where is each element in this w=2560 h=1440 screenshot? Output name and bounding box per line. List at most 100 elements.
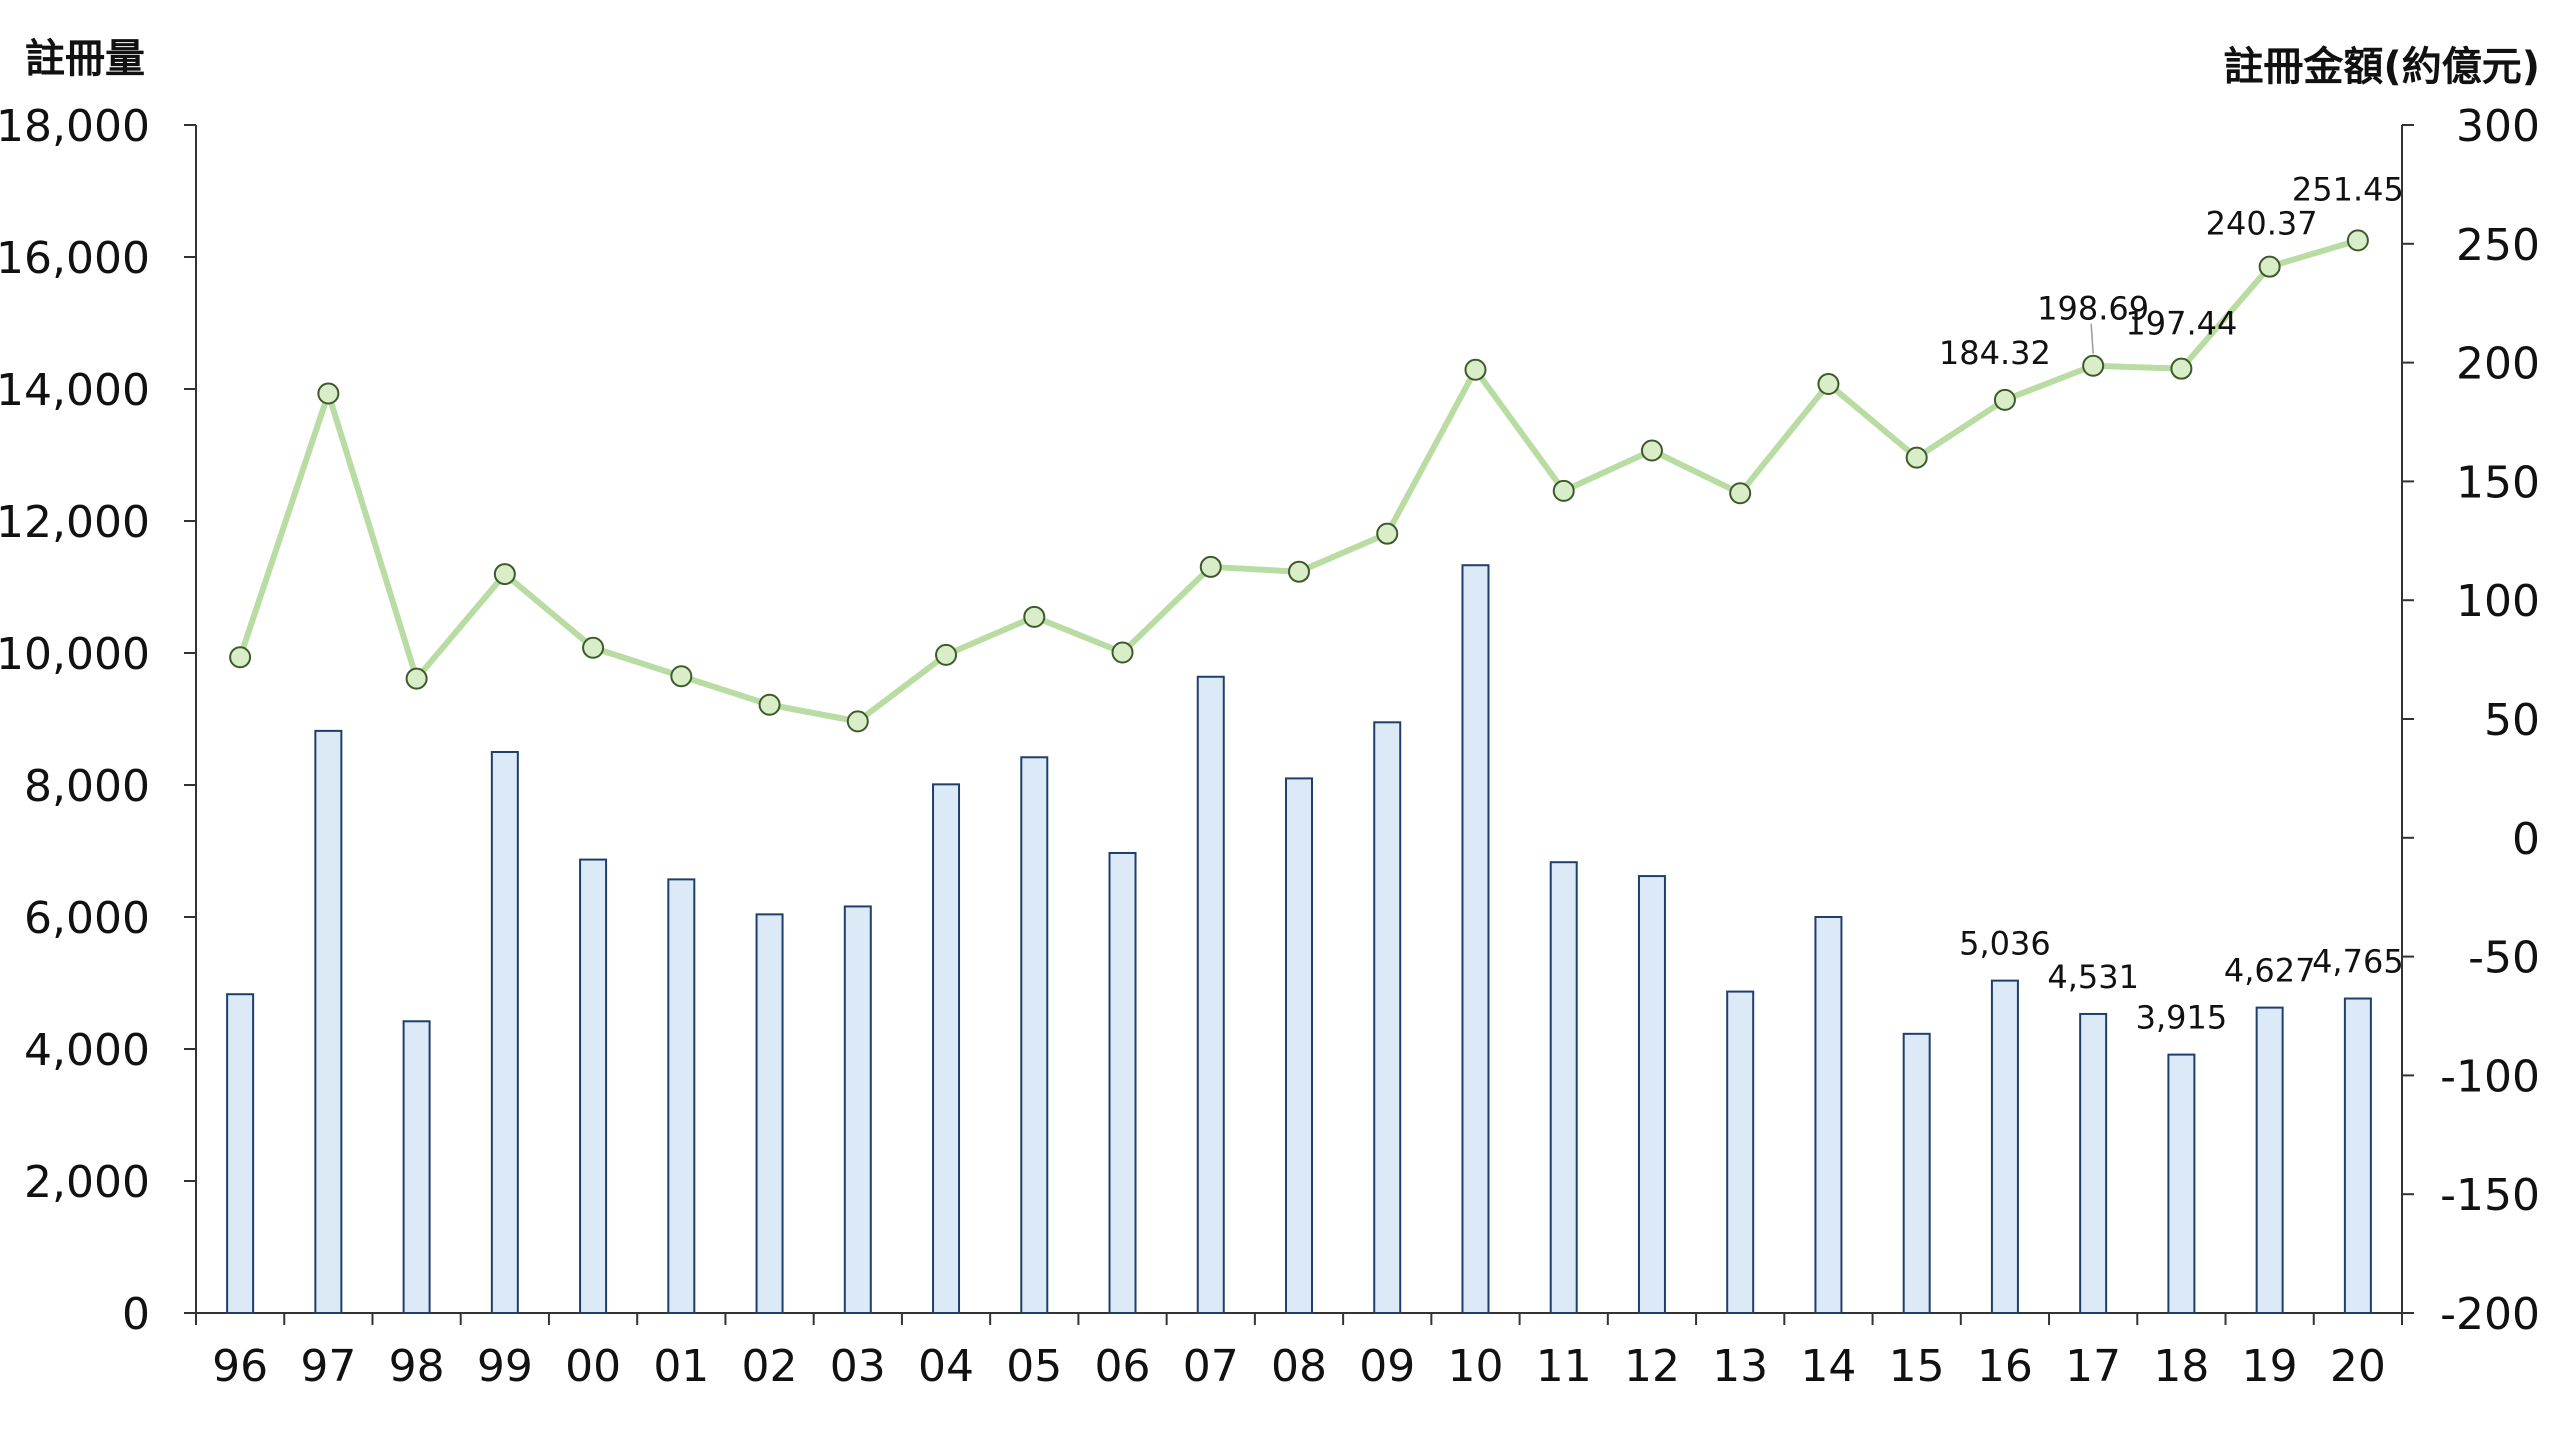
bar-series	[226, 564, 2372, 1315]
x-tick-label: 10	[1447, 1341, 1503, 1392]
bar-98	[402, 1020, 431, 1315]
line-series	[229, 229, 2369, 733]
bar-12	[1637, 875, 1666, 1315]
bar-97	[314, 729, 343, 1314]
line-point-18	[2170, 357, 2193, 380]
line-point-97	[317, 382, 340, 405]
left-tick-label: 4,000	[24, 1025, 150, 1076]
right-tick-label: 0	[2512, 814, 2540, 865]
x-tick-label: 01	[653, 1341, 709, 1392]
left-tick-label: 12,000	[0, 497, 150, 548]
right-tick-label: 100	[2456, 576, 2540, 627]
x-tick-label: 11	[1536, 1341, 1592, 1392]
left-axis-title: 註冊量	[25, 36, 145, 82]
right-tick-label: -100	[2440, 1051, 2540, 1102]
line-point-07	[1199, 555, 1222, 578]
line-point-13	[1729, 482, 1752, 505]
x-tick-label: 02	[742, 1341, 798, 1392]
bar-99	[490, 751, 519, 1314]
left-tick-label: 18,000	[0, 101, 150, 152]
bar-17	[2079, 1012, 2108, 1314]
x-tick-label: 13	[1712, 1341, 1768, 1392]
axes: 0 2,000 4,000 6,000 8,000 10,000 12,000 14,000 1…	[0, 101, 2540, 1392]
bar-05	[1020, 756, 1049, 1314]
line-value-label: 198.69	[2037, 290, 2149, 328]
bar-10	[1461, 564, 1490, 1314]
right-tick-label: 150	[2456, 457, 2540, 508]
x-tick-label: 03	[830, 1341, 886, 1392]
left-tick-label: 14,000	[0, 365, 150, 416]
left-tick-label: 0	[122, 1289, 150, 1340]
bar-09	[1373, 721, 1402, 1314]
x-tick-label: 16	[1977, 1341, 2033, 1392]
x-tick-label: 00	[565, 1341, 621, 1392]
x-tick-label: 09	[1359, 1341, 1415, 1392]
x-tick-label: 04	[918, 1341, 974, 1392]
left-tick-label: 6,000	[24, 893, 150, 944]
x-tick-label: 97	[300, 1341, 356, 1392]
line-point-09	[1376, 522, 1399, 545]
bar-value-label: 3,915	[2136, 999, 2228, 1037]
line-value-label: 251.45	[2292, 170, 2404, 208]
line-point-99	[493, 563, 516, 586]
bar-07	[1196, 675, 1225, 1314]
x-tick-label: 12	[1624, 1341, 1680, 1392]
bar-04	[932, 783, 961, 1314]
bar-value-label: 5,036	[1959, 925, 2051, 963]
right-tick-label: -200	[2440, 1289, 2540, 1340]
line-point-17	[2082, 354, 2105, 377]
x-tick-label: 17	[2065, 1341, 2121, 1392]
x-tick-label: 06	[1095, 1341, 1151, 1392]
right-tick-label: 250	[2456, 220, 2540, 271]
line-point-12	[1640, 439, 1663, 462]
line-point-11	[1552, 479, 1575, 502]
right-axis-title: 註冊金額(約億元)	[2223, 44, 2540, 90]
x-tick-label: 05	[1006, 1341, 1062, 1392]
line-point-20	[2346, 229, 2369, 252]
bar-13	[1726, 990, 1755, 1315]
bar-15	[1902, 1032, 1931, 1314]
right-tick-label: -50	[2468, 933, 2540, 984]
x-tick-label: 14	[1800, 1341, 1856, 1392]
x-tick-label: 08	[1271, 1341, 1327, 1392]
bar-19	[2255, 1006, 2284, 1314]
line-point-00	[582, 636, 605, 659]
line-point-08	[1288, 560, 1310, 583]
right-tick-label: 200	[2456, 339, 2540, 390]
line-point-19	[2258, 255, 2281, 278]
x-tick-label: 19	[2242, 1341, 2298, 1392]
left-tick-label: 10,000	[0, 629, 150, 680]
left-tick-label: 8,000	[24, 761, 150, 812]
line-point-15	[1905, 446, 1928, 469]
line-point-14	[1817, 372, 1840, 395]
right-tick-label: 300	[2456, 101, 2540, 152]
right-tick-label: 50	[2484, 695, 2540, 746]
bar-02	[755, 913, 784, 1314]
line-point-03	[846, 710, 869, 733]
bar-96	[226, 993, 255, 1314]
bar-14	[1814, 916, 1843, 1314]
bar-00	[579, 858, 608, 1315]
line-point-98	[405, 667, 428, 690]
bar-value-label: 4,765	[2312, 943, 2404, 981]
line-value-label: 197.44	[2125, 305, 2237, 343]
x-tick-label: 07	[1183, 1341, 1239, 1392]
line-point-06	[1111, 641, 1134, 664]
bar-18	[2167, 1053, 2196, 1314]
bar-01	[667, 878, 696, 1314]
label-leader-line	[2090, 323, 2094, 354]
line-point-16	[1993, 388, 2016, 411]
line-point-01	[670, 665, 693, 688]
line-point-05	[1023, 605, 1046, 628]
right-tick-label: -150	[2440, 1170, 2540, 1221]
bar-03	[843, 905, 872, 1314]
bar-value-label: 4,627	[2224, 952, 2316, 990]
line-point-04	[935, 643, 958, 666]
bar-16	[1990, 979, 2019, 1315]
x-tick-label: 18	[2153, 1341, 2209, 1392]
x-tick-label: 96	[212, 1341, 268, 1392]
line-point-96	[229, 646, 252, 669]
